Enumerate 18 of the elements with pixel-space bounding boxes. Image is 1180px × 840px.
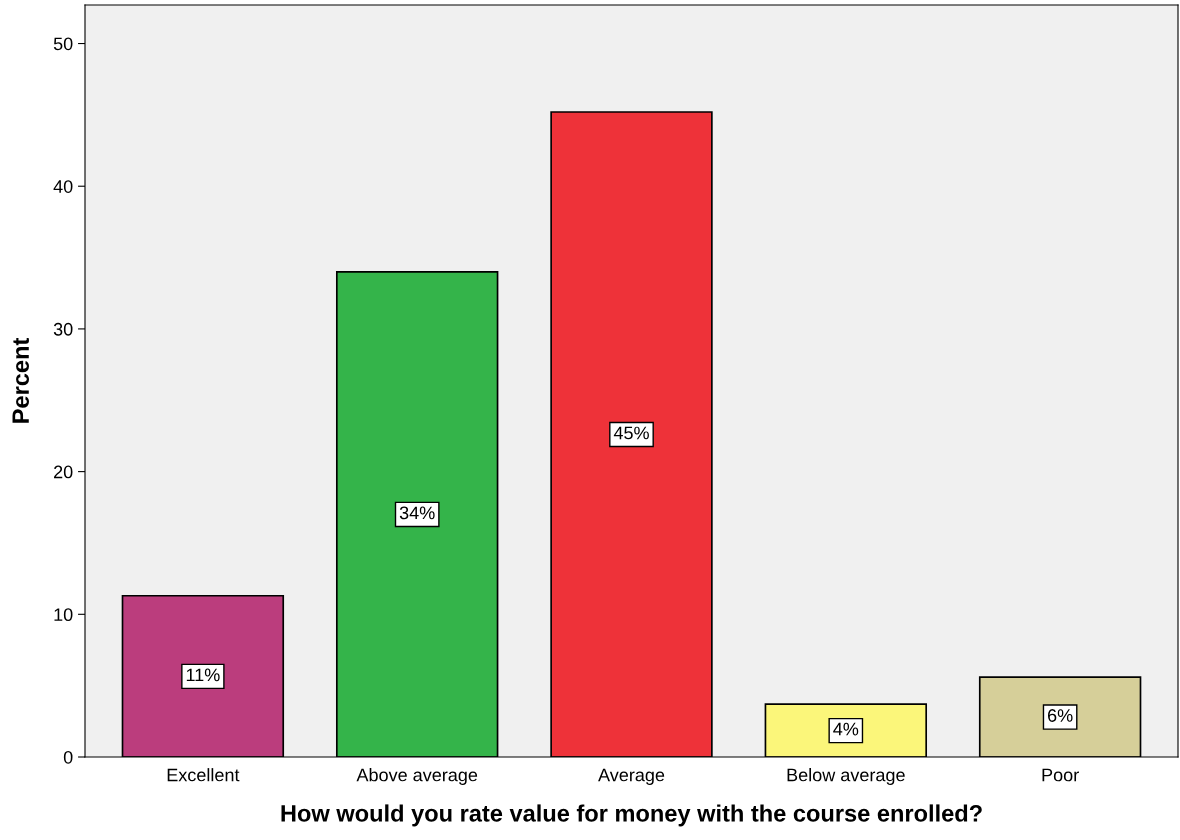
data-label: 34% [399,506,435,520]
x-tick-label: Excellent [167,768,240,782]
data-label: 11% [186,668,220,682]
y-tick-label: 50 [53,37,73,51]
x-tick-label: Average [598,768,665,785]
data-label: 4% [833,722,859,736]
x-axis-title: How would you rate value for money with the course enrolled? [281,804,982,827]
x-tick-label: Below average [787,768,905,785]
data-label: 6% [1048,709,1073,722]
y-tick-label: 30 [53,322,73,336]
y-tick-label: 40 [53,180,73,193]
y-axis-title: Percent [12,337,29,423]
x-tick-label: Poor [1042,768,1079,782]
data-label: 45% [613,426,649,440]
x-tick-label: Above average [356,768,478,785]
y-tick-label: 20 [54,465,73,479]
y-tick-label: 10 [54,608,73,622]
y-tick-label: 0 [63,750,73,764]
